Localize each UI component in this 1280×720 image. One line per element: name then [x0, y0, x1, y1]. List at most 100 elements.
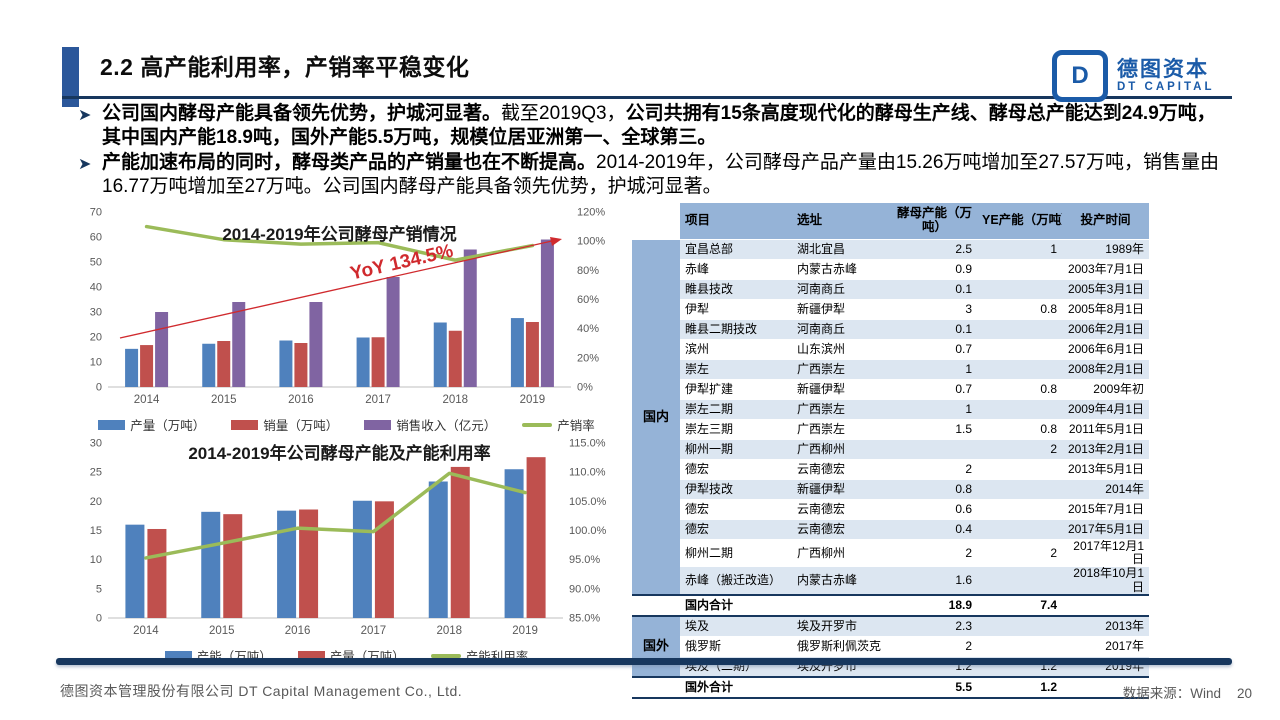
table-row: 伊犁技改 新疆伊犁 0.8 2014年: [632, 479, 1149, 500]
chart2-mount-svg: 0 5 10 15 20 25 30 85.0% 90.0% 95.0% 100.0% 105.0% 1…: [90, 438, 607, 638]
table-row: 崇左三期 广西崇左 1.5 0.8 2011年5月1日: [632, 419, 1149, 440]
table-cell: 山东滨州: [792, 339, 892, 360]
table-cell: 2008年2月1日: [1062, 359, 1149, 380]
title-accent-bar: [62, 47, 79, 107]
footer-company: 德图资本管理股份有限公司 DT Capital Management Co., …: [60, 683, 463, 699]
table-cell: [892, 439, 977, 460]
dt-logo-icon: D: [1052, 50, 1108, 102]
table-row: 俄罗斯 俄罗斯利佩茨克 2 2017年: [632, 636, 1149, 657]
footer-divider-bar: [56, 658, 1232, 665]
table-corner-cell: [632, 203, 680, 240]
svg-text:2017: 2017: [365, 394, 391, 406]
bar-2015: [201, 511, 221, 618]
logo-name-en: DT CAPITAL: [1117, 81, 1215, 94]
svg-text:5: 5: [96, 583, 102, 595]
table-cell: 2: [892, 539, 977, 568]
table-cell: 广西崇左: [792, 399, 892, 420]
bullet-2-text: 产能加速布局的同时，酵母类产品的产销量也在不断提高。2014-2019年，公司酵…: [102, 151, 1234, 199]
table-cell: 0.8: [977, 379, 1062, 400]
page-number: 20: [1236, 686, 1252, 701]
table-cell: 2.5: [892, 239, 977, 260]
table-row: 睢县二期技改 河南商丘 0.1 2006年2月1日: [632, 319, 1149, 340]
table-cell: 0.4: [892, 519, 977, 540]
bar-2019: [540, 239, 554, 387]
table-cell: 2013年: [1062, 615, 1149, 637]
table-cell: 2006年2月1日: [1062, 319, 1149, 340]
table-cell: 新疆伊犁: [792, 379, 892, 400]
table-cell: 内蒙古赤峰: [792, 259, 892, 280]
bar-2017: [386, 277, 400, 387]
svg-text:100%: 100%: [577, 236, 605, 248]
bar-2016: [299, 509, 319, 618]
table-cell: [977, 566, 1062, 596]
table-cell: 德宏: [680, 519, 792, 540]
bullet-2: ➤ 产能加速布局的同时，酵母类产品的产销量也在不断提高。2014-2019年，公…: [78, 151, 1234, 199]
table-cell: 伊犁扩建: [680, 379, 792, 400]
bar-2018: [448, 330, 462, 387]
table-row: 赤峰（搬迁改造） 内蒙古赤峰 1.6 2018年10月1日: [632, 566, 1149, 596]
table-cell: 柳州二期: [680, 539, 792, 568]
bar-2014: [125, 348, 139, 387]
table-cell: 俄罗斯: [680, 636, 792, 657]
table-cell: 云南德宏: [792, 519, 892, 540]
table-cell: 埃及开罗市: [792, 615, 892, 637]
bullet-1: ➤ 公司国内酵母产能具备领先优势，护城河显著。截至2019Q3，公司共拥有15条…: [78, 102, 1234, 150]
charts-column: 2014-2019年公司酵母产销情况 0 10 20 30 40 50 60 70 0% 20% 4…: [78, 204, 615, 666]
bullet-arrow-icon: ➤: [78, 156, 92, 173]
table-cell: 国内合计: [680, 593, 792, 617]
svg-text:2014: 2014: [133, 625, 159, 637]
table-cell: 广西崇左: [792, 359, 892, 380]
table-cell: 广西崇左: [792, 419, 892, 440]
table-cell: [977, 636, 1062, 657]
svg-text:115.0%: 115.0%: [569, 438, 606, 450]
svg-text:80%: 80%: [577, 265, 599, 277]
legend-swatch: [430, 653, 461, 658]
table-cell: 0.7: [892, 339, 977, 360]
table-cell: 2: [892, 459, 977, 480]
svg-text:2019: 2019: [520, 394, 546, 406]
table-cell: [1062, 593, 1149, 617]
bar-2017: [352, 500, 372, 618]
col-header-location: 选址: [792, 203, 892, 240]
bar-2015: [232, 302, 246, 387]
svg-text:120%: 120%: [577, 207, 605, 219]
company-logo: D 德图资本 DT CAPITAL: [1052, 50, 1215, 102]
table-cell: [977, 459, 1062, 480]
bar-2015: [217, 341, 231, 387]
chart-2-plot: 0 5 10 15 20 25 30 85.0% 90.0% 95.0% 100.0% 105.0% 1…: [78, 435, 615, 645]
table-cell: 2.3: [892, 615, 977, 637]
table-row: 柳州二期 广西柳州 2 2 2017年12月1日: [632, 539, 1149, 568]
table-cell: 广西柳州: [792, 439, 892, 460]
legend-swatch: [164, 650, 192, 661]
legend-item: 销量（万吨）: [231, 415, 338, 434]
table-cell: 3: [892, 299, 977, 320]
table-cell: 0.8: [892, 479, 977, 500]
col-header-ye-capacity: YE产能（万吨）: [977, 203, 1062, 240]
table-cell: 2: [892, 636, 977, 657]
table-cell: 2006年6月1日: [1062, 339, 1149, 360]
bullet-2-regular: 2014-2019年，公司酵母产品产量由15.26万吨增加至27.57万吨，销售…: [102, 152, 1219, 197]
table-cell: 1: [977, 239, 1062, 260]
bullet-1-bold-lead: 公司国内酵母产能具备领先优势，护城河显著。: [102, 103, 502, 124]
table-row: 伊犁扩建 新疆伊犁 0.7 0.8 2009年初: [632, 379, 1149, 400]
svg-text:2018: 2018: [436, 625, 462, 637]
footer-source: 数据来源：Wind 20: [1123, 682, 1252, 702]
table-cell: 0.1: [892, 279, 977, 300]
bar-2016: [277, 510, 297, 618]
svg-text:0%: 0%: [577, 382, 593, 394]
svg-text:2017: 2017: [361, 625, 387, 637]
table-cell: 2009年初: [1062, 379, 1149, 400]
trend-arrow-icon: [550, 237, 562, 246]
table-cell: 2: [977, 539, 1062, 568]
table-cell: 俄罗斯利佩茨克: [792, 636, 892, 657]
svg-text:10: 10: [90, 357, 102, 369]
table-cell: 2017年5月1日: [1062, 519, 1149, 540]
table-cell: 2017年: [1062, 636, 1149, 657]
table-cell: 5.5: [892, 675, 977, 699]
title-underline: [62, 96, 1232, 99]
bar-2018: [450, 466, 470, 618]
bullet-2-bold-lead: 产能加速布局的同时，酵母类产品的产销量也在不断提高。: [102, 152, 597, 173]
svg-text:70: 70: [90, 207, 102, 219]
svg-text:40: 40: [90, 282, 102, 294]
ratio-line: [144, 224, 535, 262]
